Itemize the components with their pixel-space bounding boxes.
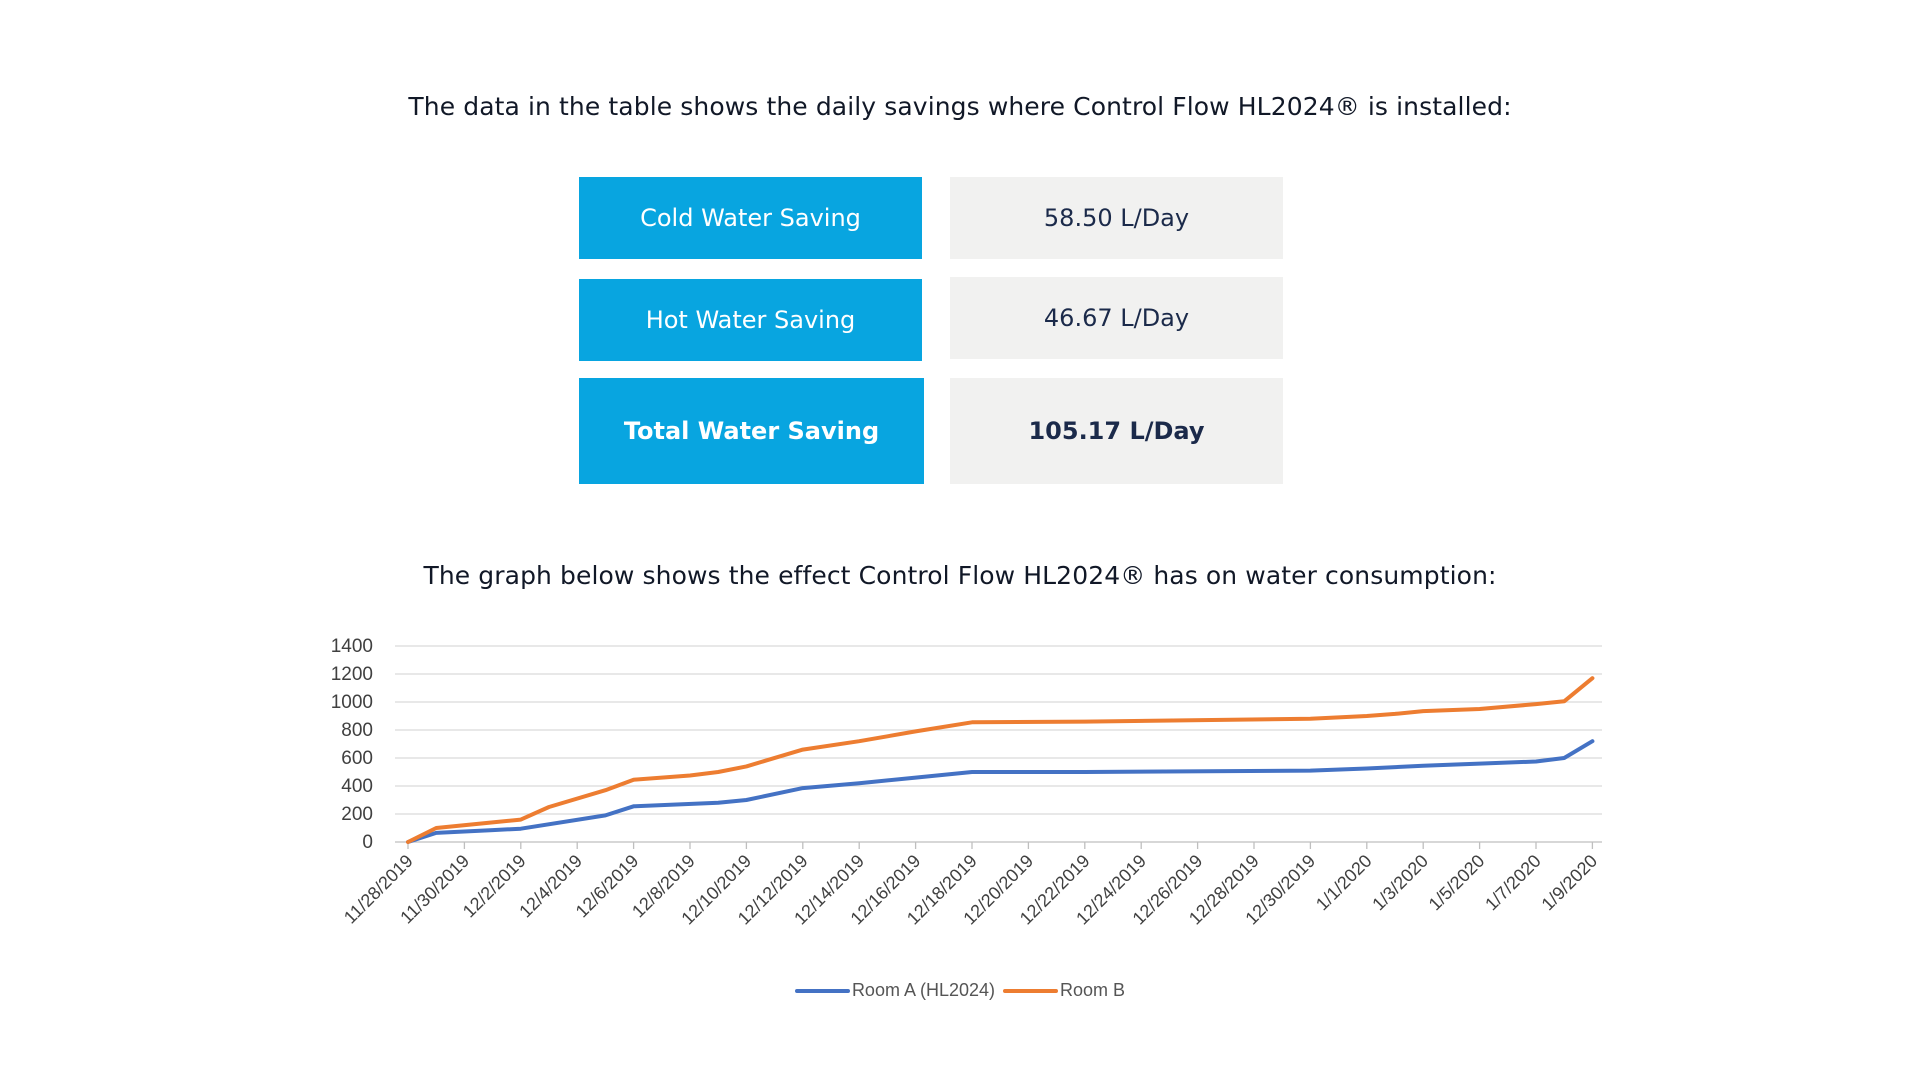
legend-label-room-b: Room B <box>1060 980 1126 1000</box>
legend-room-b: Room B <box>1003 980 1125 1001</box>
y-tick-label: 0 <box>362 832 373 853</box>
y-tick-label: 200 <box>341 804 373 825</box>
legend-swatch-room-a <box>794 988 850 993</box>
legend-label-room-a: Room A (HL2024) <box>851 980 996 1000</box>
series-line-room-a <box>406 739 1595 844</box>
y-tick-label: 800 <box>341 720 373 741</box>
chart-legend: Room A (HL2024) Room B <box>0 980 1920 1001</box>
legend-room-a: Room A (HL2024) <box>794 980 996 1001</box>
x-tick-label: 1/5/2020 <box>1425 851 1489 915</box>
series-line-room-b <box>406 676 1595 844</box>
total-water-value: 105.17 L/Day <box>950 378 1283 484</box>
intro-heading: The data in the table shows the daily sa… <box>408 92 1512 121</box>
legend-swatch-room-b <box>1003 988 1059 993</box>
y-tick-label: 1200 <box>331 664 373 685</box>
x-tick-label: 1/7/2020 <box>1481 851 1545 915</box>
y-tick-label: 600 <box>341 748 373 769</box>
x-tick-label: 1/3/2020 <box>1368 851 1432 915</box>
x-tick-label: 1/1/2020 <box>1312 851 1376 915</box>
total-water-label: Total Water Saving <box>579 378 924 484</box>
y-tick-label: 400 <box>341 776 373 797</box>
y-tick-label: 1000 <box>331 692 373 713</box>
cold-water-value: 58.50 L/Day <box>950 177 1283 259</box>
hot-water-value: 46.67 L/Day <box>950 277 1283 359</box>
graph-heading: The graph below shows the effect Control… <box>423 561 1497 590</box>
x-tick-label: 1/9/2020 <box>1538 851 1602 915</box>
y-tick-label: 1400 <box>331 636 373 657</box>
cold-water-label: Cold Water Saving <box>579 177 922 259</box>
hot-water-label: Hot Water Saving <box>579 279 922 361</box>
